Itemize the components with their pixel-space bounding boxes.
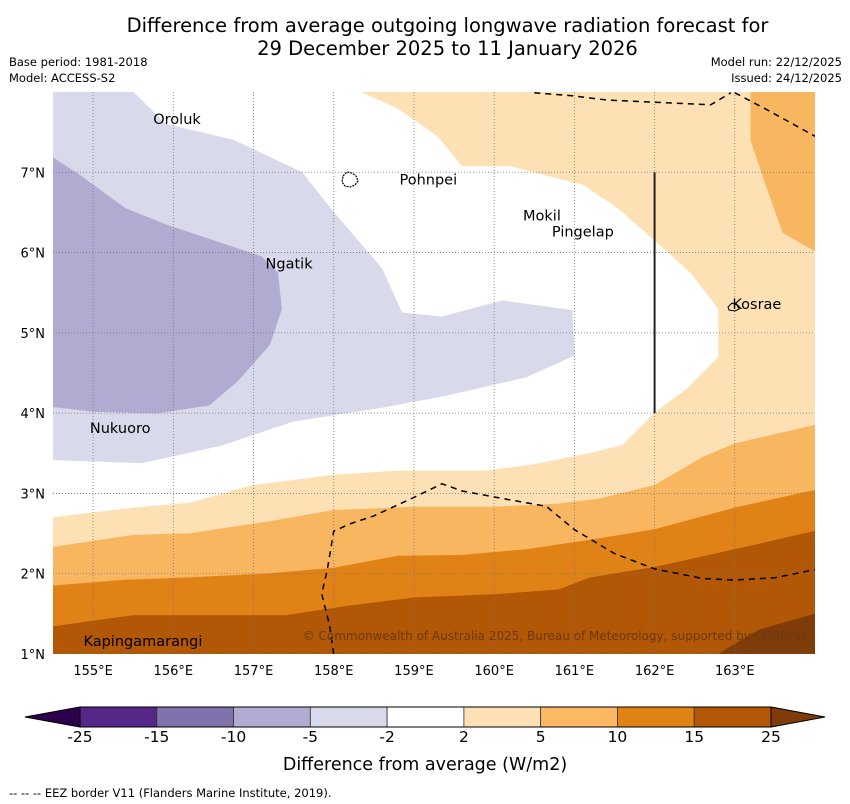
meta-left: Base period: 1981-2018 Model: ACCESS-S2 (9, 54, 148, 86)
place-label: Mokil (523, 208, 561, 224)
lon-tick-label: 157°E (234, 664, 274, 679)
lon-tick-label: 159°E (394, 664, 434, 679)
contour-band-8 (718, 613, 815, 654)
lat-tick-label: 2°N (21, 568, 46, 583)
colorbar-under-arrow (24, 706, 81, 728)
colorbar-tick-label: -2 (379, 728, 395, 746)
lon-tick-label: 160°E (474, 664, 514, 679)
place-label: Oroluk (153, 112, 201, 128)
place-label: Ngatik (266, 257, 314, 273)
eez-border-line (534, 92, 732, 106)
colorbar-bin (79, 706, 158, 728)
colorbar-bin (693, 706, 772, 728)
colorbar-tick-label: -15 (144, 728, 170, 746)
colorbar-tick-label: 2 (458, 728, 469, 746)
eez-footnote: -- -- -- EEZ border V11 (Flanders Marine… (9, 786, 332, 800)
lat-tick-label: 5°N (21, 327, 46, 342)
title-line-1: Difference from average outgoing longwav… (126, 14, 769, 37)
contour-band-7 (53, 530, 815, 654)
pohnpei-island-outline (341, 171, 359, 188)
meta-right: Model run: 22/12/2025 Issued: 24/12/2025 (711, 54, 842, 86)
colorbar-bin (463, 706, 542, 728)
model-name: Model: ACCESS-S2 (9, 71, 116, 85)
lat-tick-label: 7°N (21, 166, 46, 181)
colorbar-bin (386, 706, 465, 728)
place-label: Pohnpei (400, 172, 458, 188)
lon-tick-label: 158°E (314, 664, 354, 679)
place-label: Nukuoro (90, 421, 151, 437)
eez-border-layer (320, 92, 815, 654)
colorbar-bin (156, 706, 234, 728)
colorbar-tick-label: 15 (684, 728, 705, 746)
lon-tick-label: 161°E (555, 664, 595, 679)
model-run: Model run: 22/12/2025 (710, 55, 842, 69)
place-label: Kosrae (732, 297, 781, 313)
colorbar-tick-label: -25 (67, 728, 93, 746)
kosrae-island-outline (727, 302, 740, 312)
eez-border-line (320, 482, 815, 654)
island-outlines (341, 171, 740, 312)
colorbar-bin (309, 706, 388, 728)
place-label: Kapingamarangi (83, 634, 202, 650)
longitude-tick-labels: 155°E 156°E 157°E 158°E 159°E 160°E 161°E 162°E… (73, 664, 754, 679)
place-label: Pingelap (552, 225, 614, 241)
colorbar-bin (617, 706, 695, 728)
colorbar (24, 706, 826, 728)
contour-band-5 (750, 92, 815, 252)
colorbar-tick-label: -5 (302, 728, 319, 746)
base-period: Base period: 1981-2018 (9, 55, 148, 69)
lat-tick-label: 1°N (21, 648, 46, 663)
title-line-2: 29 December 2025 to 11 January 2026 (257, 37, 638, 60)
colorbar-bin (540, 706, 618, 728)
colorbar-tick-label: 25 (761, 728, 781, 746)
lon-tick-label: 156°E (154, 664, 194, 679)
lat-tick-label: 3°N (21, 487, 46, 502)
colorbar-tick-label: -10 (220, 728, 247, 746)
colorbar-tick-label: 10 (607, 728, 628, 746)
lon-tick-label: 163°E (715, 664, 755, 679)
lat-tick-label: 6°N (21, 247, 46, 262)
colorbar-bin (233, 706, 311, 728)
colorbar-over-arrow (770, 706, 826, 728)
colorbar-outline (79, 706, 772, 728)
contour-layer (53, 92, 815, 654)
eez-border-line (734, 92, 815, 137)
issued-date: Issued: 24/12/2025 (731, 71, 842, 85)
copyright-text: © Commonwealth of Australia 2025, Bureau… (303, 629, 808, 643)
gridlines (53, 92, 815, 654)
chart-title: Difference from average outgoing longwav… (0, 14, 850, 60)
lon-tick-label: 162°E (635, 664, 675, 679)
latitude-tick-labels: 1°N 2°N 3°N 4°N 5°N 6°N 7°N (21, 166, 46, 663)
colorbar-tick-label: 5 (535, 728, 546, 746)
contour-band-1 (53, 157, 282, 414)
colorbar-title: Difference from average (W/m2) (282, 755, 568, 775)
lon-tick-label: 155°E (73, 664, 113, 679)
lat-tick-label: 4°N (21, 407, 46, 422)
